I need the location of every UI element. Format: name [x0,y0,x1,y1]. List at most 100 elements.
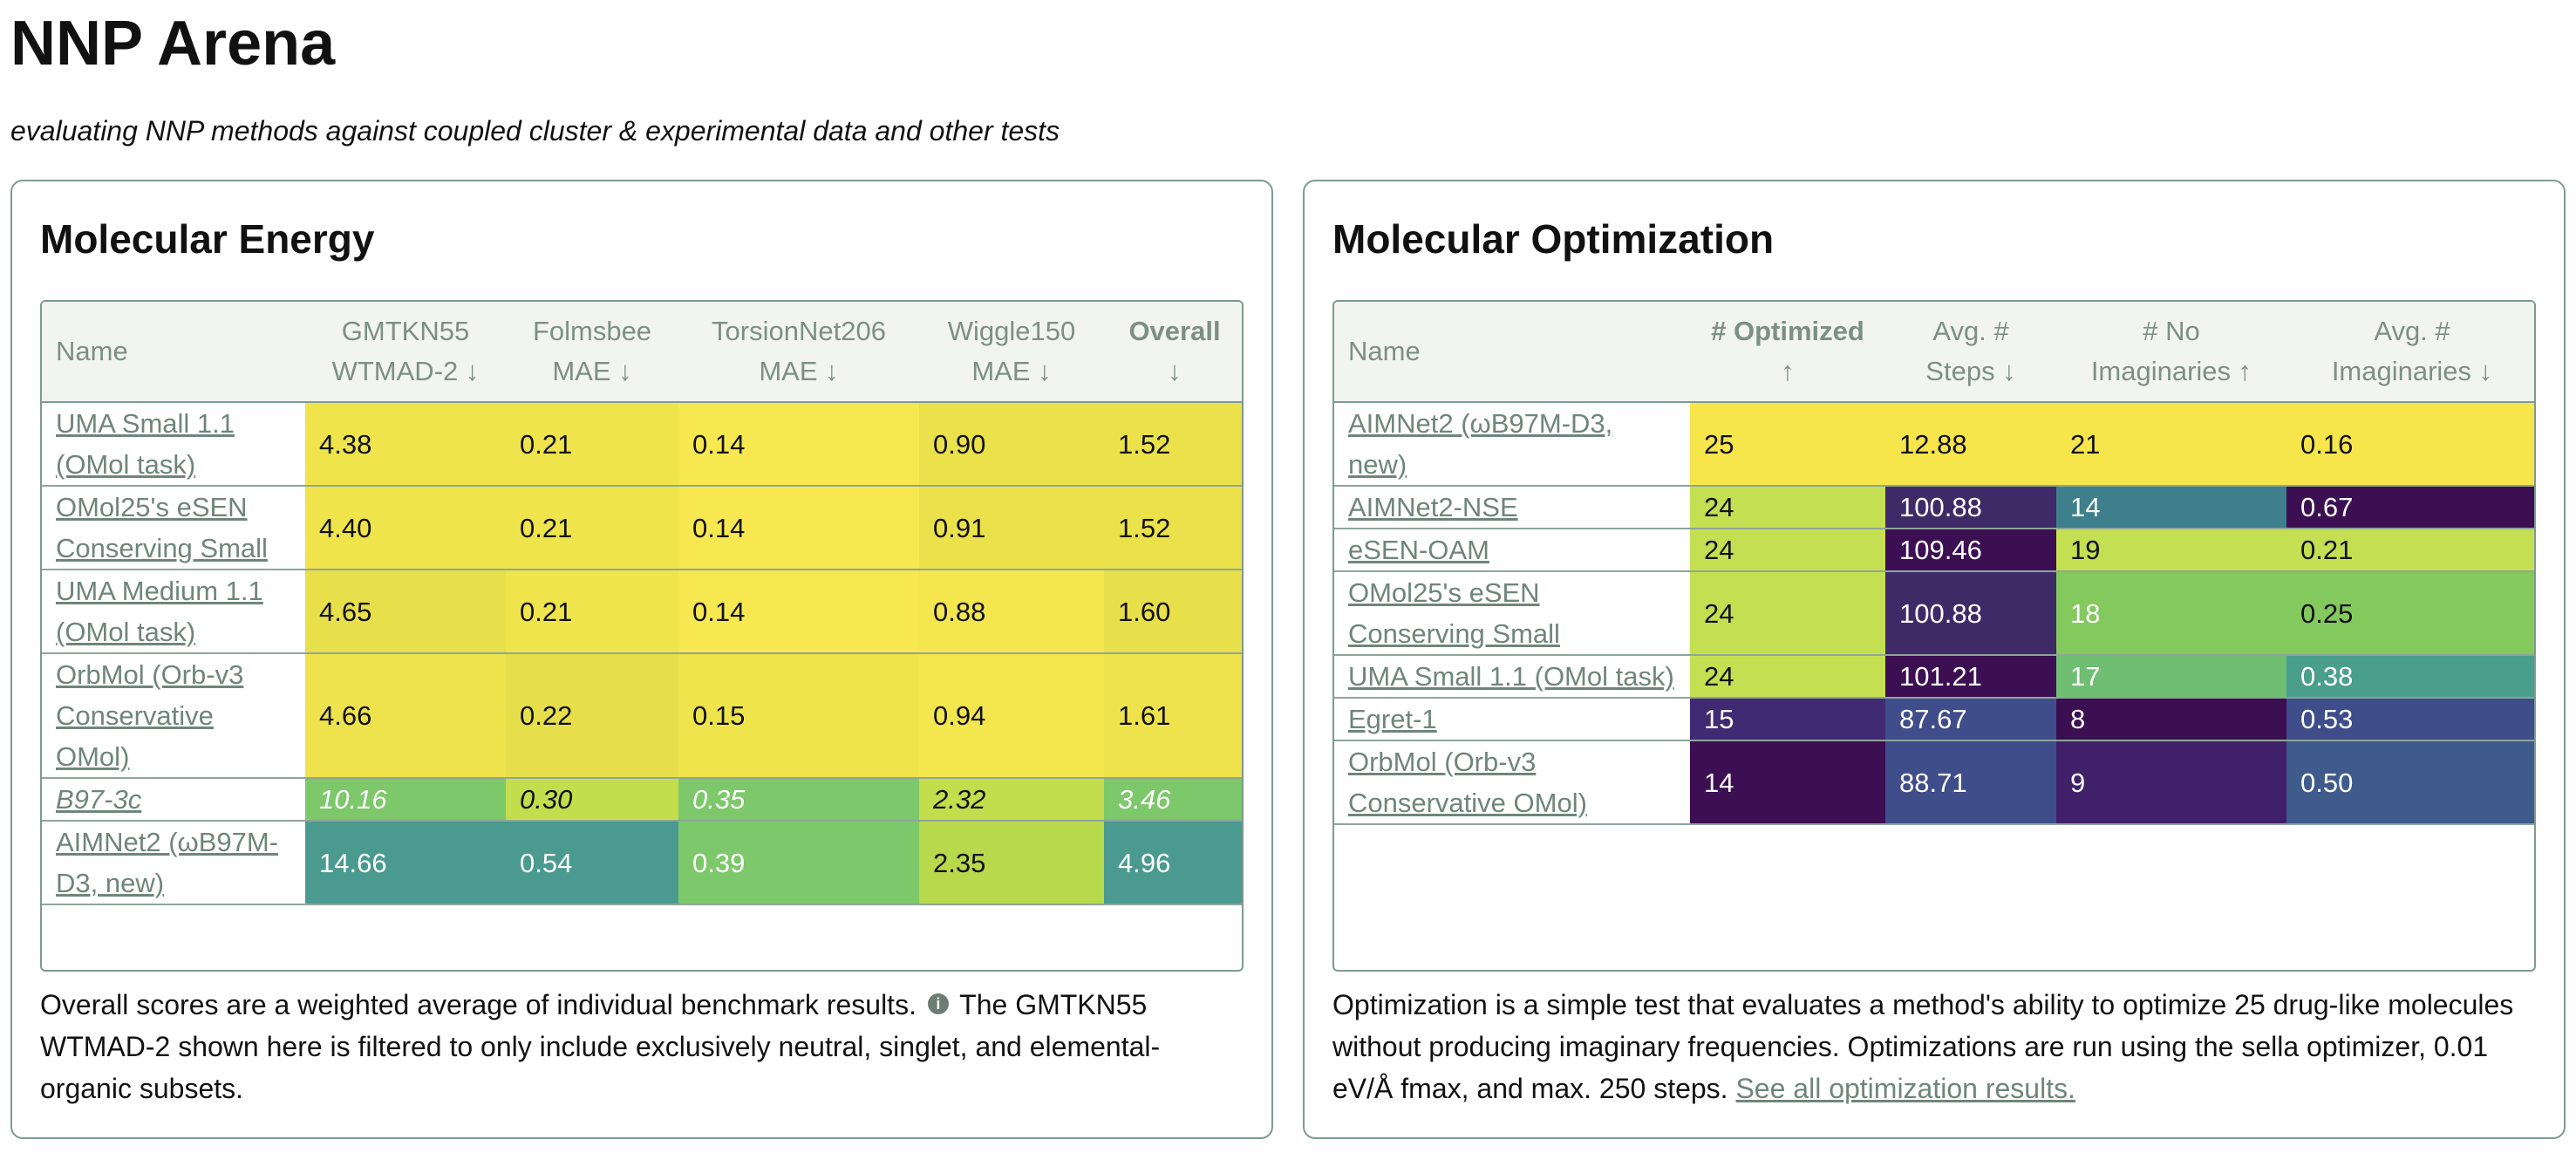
model-name-link[interactable]: OMol25's eSEN Conserving Small [56,492,268,563]
info-icon[interactable]: i [927,993,949,1014]
score-cell: 0.21 [506,570,678,654]
model-name-cell: UMA Medium 1.1 (OMol task) [42,570,305,654]
model-name-cell: OrbMol (Orb-v3 Conservative OMol) [1334,740,1690,825]
score-cell: 0.21 [2286,529,2534,572]
score-cell: 15 [1690,698,1885,741]
column-header-optimized[interactable]: # Optimized ↑ [1690,302,1885,403]
column-header-name[interactable]: Name [42,302,305,403]
score-cell: 14.66 [305,821,506,905]
model-name-cell: Egret-1 [1334,698,1690,741]
molecular-energy-table-container[interactable]: Name GMTKN55 WTMAD-2 ↓ Folmsbee MAE ↓ Tors… [40,300,1244,972]
score-cell: 4.65 [305,570,506,654]
column-header-gmtkn55[interactable]: GMTKN55 WTMAD-2 ↓ [305,302,506,403]
model-name-cell: B97-3c [42,778,305,822]
model-name-link[interactable]: Egret-1 [1348,704,1437,734]
table-header-row: Name # Optimized ↑ Avg. # Steps ↓ # No Imag… [1334,302,2534,403]
score-cell: 0.39 [678,821,919,905]
column-header-name[interactable]: Name [1334,302,1690,403]
molecular-optimization-table-container[interactable]: Name # Optimized ↑ Avg. # Steps ↓ # No Imag… [1332,300,2536,972]
score-cell: 14 [2056,486,2286,529]
score-cell: 0.91 [919,486,1104,570]
score-cell: 0.38 [2286,655,2534,699]
score-cell: 4.38 [305,402,506,487]
score-cell: 0.35 [678,778,919,822]
molecular-optimization-table: Name # Optimized ↑ Avg. # Steps ↓ # No Imag… [1334,302,2534,825]
table-row: OMol25's eSEN Conserving Small 4.40 0.21 0.… [42,486,1242,570]
score-cell: 9 [2056,740,2286,825]
score-cell: 24 [1690,571,1885,656]
page-title: NNP Arena [10,9,336,78]
score-cell: 1.60 [1104,570,1242,654]
molecular-energy-table-body: UMA Small 1.1 (OMol task) 4.38 0.21 0.14 0.9… [42,402,1242,905]
score-cell: 10.16 [305,778,506,822]
column-header-avg-imaginaries[interactable]: Avg. # Imaginaries ↓ [2286,302,2534,403]
model-name-link[interactable]: UMA Medium 1.1 (OMol task) [56,576,263,647]
score-cell: 1.61 [1104,653,1242,779]
model-name-link[interactable]: AIMNet2 (ωB97M-D3, new) [1348,408,1613,480]
score-cell: 0.67 [2286,486,2534,529]
score-cell: 88.71 [1885,740,2056,825]
score-cell: 0.21 [506,402,678,487]
model-name-link[interactable]: OrbMol (Orb-v3 Conservative OMol) [56,659,244,772]
score-cell: 1.52 [1104,402,1242,487]
score-cell: 0.54 [506,821,678,905]
score-cell: 4.66 [305,653,506,779]
column-header-folmsbee[interactable]: Folmsbee MAE ↓ [506,302,678,403]
score-cell: 24 [1690,529,1885,572]
table-row: UMA Small 1.1 (OMol task) 4.38 0.21 0.14 0.9… [42,402,1242,487]
model-name-cell: OMol25's eSEN Conserving Small [42,486,305,570]
score-cell: 0.15 [678,653,919,779]
table-row: UMA Small 1.1 (OMol task) 24 101.21 17 0.38 [1334,655,2534,699]
model-name-cell: OMol25's eSEN Conserving Small [1334,571,1690,656]
molecular-optimization-note: Optimization is a simple test that evalu… [1332,989,2514,1104]
molecular-optimization-table-body: AIMNet2 (ωB97M-D3, new) 25 12.88 21 0.16 AIMN… [1334,402,2534,825]
molecular-energy-title: Molecular Energy [40,216,375,262]
score-cell: 4.40 [305,486,506,570]
score-cell: 0.14 [678,402,919,487]
model-name-link[interactable]: AIMNet2-NSE [1348,492,1518,522]
table-row: Egret-1 15 87.67 8 0.53 [1334,698,2534,741]
model-name-link[interactable]: AIMNet2 (ωB97M-D3, new) [56,827,279,898]
column-header-torsionnet206[interactable]: TorsionNet206 MAE ↓ [678,302,919,403]
model-name-link[interactable]: OMol25's eSEN Conserving Small [1348,577,1560,649]
score-cell: 8 [2056,698,2286,741]
molecular-energy-note: Overall scores are a weighted average of… [40,989,1161,1104]
table-row: eSEN-OAM 24 109.46 19 0.21 [1334,529,2534,572]
model-name-link[interactable]: UMA Small 1.1 (OMol task) [56,408,235,480]
score-cell: 4.96 [1104,821,1242,905]
column-header-avg-steps[interactable]: Avg. # Steps ↓ [1885,302,2056,403]
score-cell: 18 [2056,571,2286,656]
model-name-cell: UMA Small 1.1 (OMol task) [1334,655,1690,699]
see-all-optimization-results-link[interactable]: See all optimization results. [1735,1073,2075,1104]
model-name-link[interactable]: OrbMol (Orb-v3 Conservative OMol) [1348,747,1587,818]
model-name-link[interactable]: UMA Small 1.1 (OMol task) [1348,661,1674,692]
model-name-cell: AIMNet2-NSE [1334,486,1690,529]
score-cell: 0.16 [2286,402,2534,487]
model-name-cell: AIMNet2 (ωB97M-D3, new) [1334,402,1690,487]
score-cell: 2.32 [919,778,1104,822]
column-header-wiggle150[interactable]: Wiggle150 MAE ↓ [919,302,1104,403]
score-cell: 0.53 [2286,698,2534,741]
table-row: UMA Medium 1.1 (OMol task) 4.65 0.21 0.14 0.… [42,570,1242,654]
column-header-overall[interactable]: Overall ↓ [1104,302,1242,403]
score-cell: 14 [1690,740,1885,825]
table-row: AIMNet2 (ωB97M-D3, new) 14.66 0.54 0.39 2.35… [42,821,1242,905]
model-name-cell: OrbMol (Orb-v3 Conservative OMol) [42,653,305,779]
table-header-row: Name GMTKN55 WTMAD-2 ↓ Folmsbee MAE ↓ Tors… [42,302,1242,403]
model-name-link[interactable]: eSEN-OAM [1348,535,1489,565]
score-cell: 3.46 [1104,778,1242,822]
score-cell: 1.52 [1104,486,1242,570]
score-cell: 12.88 [1885,402,2056,487]
score-cell: 100.88 [1885,571,2056,656]
score-cell: 0.14 [678,570,919,654]
score-cell: 100.88 [1885,486,2056,529]
table-row: OrbMol (Orb-v3 Conservative OMol) 4.66 0.2… [42,653,1242,779]
score-cell: 0.22 [506,653,678,779]
column-header-no-imaginaries[interactable]: # No Imaginaries ↑ [2056,302,2286,403]
score-cell: 17 [2056,655,2286,699]
model-name-cell: eSEN-OAM [1334,529,1690,572]
model-name-link[interactable]: B97-3c [56,784,142,815]
score-cell: 21 [2056,402,2286,487]
molecular-energy-panel: Molecular Energy Name GMTKN55 WTMAD-2 ↓ F… [10,180,1273,1139]
molecular-optimization-panel: Molecular Optimization Name # Optimized ↑… [1303,180,2566,1139]
